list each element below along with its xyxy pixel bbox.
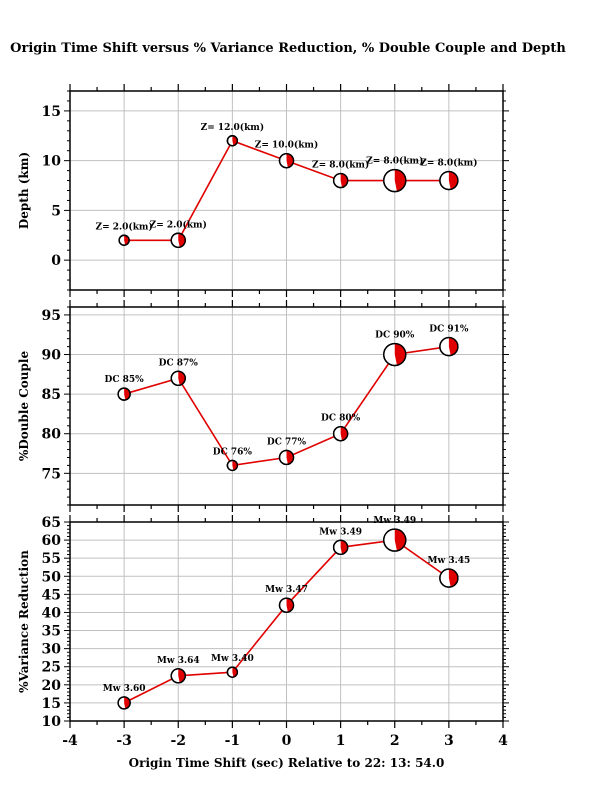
beachball-marker: [226, 666, 239, 678]
y-tick-label: 5: [51, 203, 61, 219]
beachball-marker: [226, 135, 239, 147]
beachball-marker: [117, 387, 131, 401]
data-label: Z= 8.0(km): [312, 160, 369, 171]
data-label: DC 77%: [267, 437, 307, 447]
chart-title: Origin Time Shift versus % Variance Redu…: [10, 41, 566, 56]
data-label: Z= 12.0(km): [201, 122, 264, 133]
data-label: Mw 3.45: [427, 556, 470, 566]
beachball-marker: [170, 370, 186, 386]
y-tick-label: 20: [42, 678, 62, 694]
beachball-marker: [170, 232, 186, 248]
x-tick-label: 2: [390, 733, 400, 749]
x-tick-label: 3: [444, 733, 454, 749]
data-label: Mw 3.49: [319, 527, 362, 537]
panel-1: 0 5 10 15 Depth (km) Z= 2.0(km)Z= 2.0(km) Z= 1…: [17, 84, 509, 297]
x-tick-label: -4: [62, 733, 78, 749]
data-label: Z= 8.0(km): [420, 158, 477, 169]
data-label: DC 91%: [429, 325, 469, 335]
data-label: Mw 3.40: [211, 654, 254, 664]
beachball-marker: [332, 172, 349, 189]
y-tick-label: 10: [42, 154, 62, 170]
data-label: DC 80%: [321, 414, 361, 424]
y-axis-label: %Variance Reduction: [17, 550, 31, 693]
beachball-marker: [278, 597, 295, 613]
beachball-marker: [439, 568, 459, 588]
data-label: Z= 2.0(km): [96, 221, 153, 232]
beachball-marker: [383, 342, 407, 367]
y-tick-label: 15: [42, 696, 61, 712]
beachball-marker: [439, 336, 459, 357]
data-label: Mw 3.49: [373, 516, 416, 526]
x-tick-label: -1: [225, 733, 241, 749]
y-tick-label: 60: [42, 533, 62, 549]
y-tick-label: 15: [42, 104, 61, 120]
data-label: Mw 3.47: [265, 585, 308, 595]
x-tick-label: -3: [116, 733, 132, 749]
beachball-marker: [278, 152, 295, 169]
y-tick-label: 55: [42, 551, 61, 567]
data-label: Mw 3.60: [103, 684, 146, 694]
y-tick-label: 80: [42, 427, 62, 443]
beachball-marker: [170, 668, 186, 684]
y-tick-label: 25: [42, 660, 61, 676]
data-label: Z= 10.0(km): [255, 140, 318, 151]
y-axis-label: Depth (km): [17, 152, 31, 229]
y-tick-label: 40: [42, 605, 62, 621]
data-label: DC 90%: [375, 331, 415, 341]
y-tick-label: 90: [42, 348, 62, 364]
data-label: Mw 3.64: [157, 656, 200, 666]
y-tick-label: 95: [42, 308, 61, 324]
y-tick-label: 75: [42, 466, 61, 482]
data-label: Z= 2.0(km): [150, 219, 207, 230]
beachball-marker: [439, 170, 459, 191]
beachball-marker: [278, 449, 295, 466]
panel-2: 75 80 85 90 95 %Double Couple DC 85% DC 87% DC 7…: [17, 300, 509, 512]
x-axis-label: Origin Time Shift (sec) Relative to 22: …: [129, 756, 445, 770]
y-tick-label: 30: [42, 642, 62, 658]
beachball-marker: [383, 168, 407, 193]
beachball-marker: [118, 234, 130, 246]
beachball-marker: [117, 696, 131, 710]
y-tick-label: 35: [42, 624, 61, 640]
x-tick-label: 0: [282, 733, 292, 749]
beachball-marker: [383, 528, 407, 552]
y-tick-label: 0: [51, 253, 61, 269]
y-tick-label: 10: [42, 714, 62, 730]
beachball-marker: [226, 459, 239, 472]
y-axis-label: %Double Couple: [17, 351, 31, 462]
data-label: DC 87%: [159, 358, 199, 368]
x-tick-label: 1: [336, 733, 346, 749]
beachball-marker: [332, 426, 349, 442]
data-label: Z= 8.0(km): [366, 156, 423, 167]
y-tick-label: 45: [42, 587, 61, 603]
beachball-marker: [332, 539, 349, 556]
x-tick-label: -2: [170, 733, 186, 749]
data-label: DC 76%: [213, 447, 253, 457]
data-label: DC 85%: [105, 375, 145, 385]
y-tick-label: 50: [42, 569, 62, 585]
y-tick-label: 85: [42, 387, 61, 403]
x-tick-label: 4: [498, 733, 508, 749]
y-tick-label: 65: [42, 515, 61, 531]
